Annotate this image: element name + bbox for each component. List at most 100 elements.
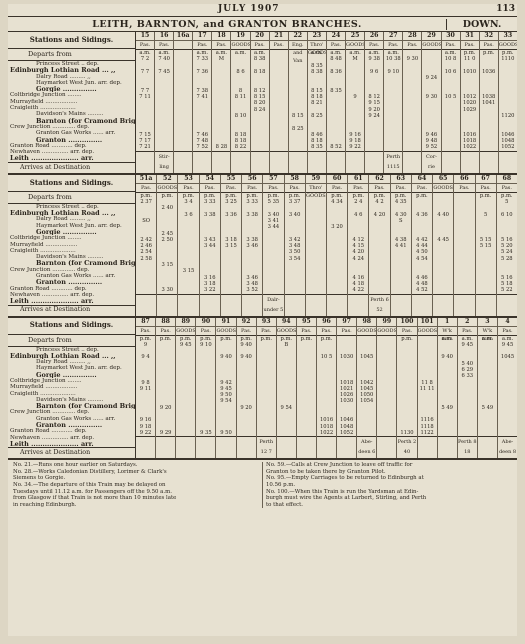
time-cell: p.m. <box>320 335 333 342</box>
train-kind: Pas. <box>497 327 517 336</box>
destination-cell <box>475 293 496 305</box>
station-name: Edinburgh Lothian Road ... ,, <box>10 67 116 74</box>
time-cell: M <box>352 56 358 63</box>
footnote-line: No. 28.—Works Caledonian Distillery, Lor… <box>13 468 167 475</box>
station-name: Coltbridge Junction ........ <box>10 377 82 384</box>
train-number: 32 <box>479 32 498 41</box>
time-cell: 4 54 <box>416 255 428 262</box>
train-number: 1 <box>437 318 457 327</box>
train-kind: Pas. <box>337 327 357 336</box>
page-number: 113 <box>496 4 515 14</box>
time-cell: p.m. <box>140 192 152 199</box>
destination-cell <box>220 293 242 305</box>
time-cell: 4 18 <box>352 280 365 287</box>
station-name: Haymarket West Jun. arr. dep. <box>36 222 122 229</box>
time-cell: 3 48 <box>288 243 301 250</box>
train-number: 3 <box>477 318 497 327</box>
time-cell: 7 52 <box>196 144 209 151</box>
station-name: Leith ..................... arr. <box>10 155 94 162</box>
train-column: 92 Pas. p.m. 9 40 9 40 9 20 <box>236 317 257 459</box>
train-number: 99 <box>377 318 397 327</box>
time-cell: 8 15 <box>292 112 304 119</box>
time-cell: 3 46 <box>246 243 258 250</box>
time-cell: 8 38 <box>253 56 266 63</box>
time-cell: 3 20 <box>331 224 343 231</box>
time-cell: 9 24 <box>425 75 438 82</box>
train-number: 29 <box>422 32 441 41</box>
page-header: JULY 1907 113 <box>8 4 517 16</box>
train-number: 27 <box>384 32 403 41</box>
train-column: 99 GOODS <box>377 317 398 459</box>
destination-cell <box>193 150 212 162</box>
time-cell: 1052 <box>340 429 354 436</box>
time-cell: 9 40 <box>240 341 252 348</box>
train-kind: GOODS <box>417 327 438 336</box>
train-kind: Pas. <box>199 184 220 193</box>
destination-cell: Perth 6 52 <box>369 293 390 313</box>
train-number: 24 <box>326 32 346 41</box>
station-name: Princess Street .. dep. <box>36 203 99 210</box>
train-kind: Pas. <box>479 41 498 50</box>
time-cell: 9 35 <box>200 429 212 436</box>
train-number: 30 <box>441 32 460 41</box>
station-name: Leith ..................... arr. <box>10 298 94 305</box>
time-cell: 10 6 <box>444 68 457 75</box>
time-cell: 1130 <box>400 429 414 436</box>
train-kind: GOODS <box>498 42 517 50</box>
stations-heading: Stations and Sidings. <box>8 318 135 335</box>
train-number: 63 <box>390 175 411 184</box>
time-cell: 5 49 <box>441 404 453 411</box>
time-cell: 5 20 <box>501 243 513 250</box>
train-kind: GOODS <box>346 42 366 50</box>
station-name: Gorgie ............... <box>36 228 97 236</box>
destination-cell: Stir-ling <box>155 150 174 170</box>
train-column: 91 GOODS p.m. 9 40 9 42 9 45 9 50 9 54 9 50 <box>216 317 237 459</box>
destination-cell <box>460 150 479 162</box>
time-cell: a.m. <box>158 50 170 56</box>
time-cell: a.m. <box>441 335 453 342</box>
time-cell: 1048 <box>501 138 515 145</box>
train-column: 30 Pas. a.m. 10 8 10 6 10 5 <box>441 32 461 173</box>
footnote-line: No. 100.—When this Train is run the Yard… <box>266 488 419 495</box>
station-name: Murrayfield .................. <box>10 241 78 248</box>
time-cell: 3 46 <box>246 274 258 281</box>
destination-cell <box>136 436 156 447</box>
destination-cell <box>199 293 220 305</box>
train-column: 54 Pas. p.m. 3 33 3 38 3 43 3 44 3 16 3 18 3 22 <box>199 174 221 316</box>
time-cell: 4 52 <box>416 287 428 294</box>
time-cell: 8 12 <box>368 94 380 101</box>
train-number: 17 <box>193 32 212 41</box>
train-number: 100 <box>397 318 417 327</box>
time-cell: 8 25 <box>292 125 304 132</box>
time-cell: 4 22 <box>352 287 365 294</box>
train-column: 23 Thro' GOODS a.m. 8 35 8 38 8 15 8 18 8 21 8 2… <box>307 32 327 173</box>
train-number: 62 <box>369 175 390 184</box>
time-cell: a.m. <box>461 335 473 342</box>
time-cell: 3 33 <box>203 199 216 206</box>
train-column: 21 Pas. <box>269 32 289 173</box>
station-name: Newhaven ............... arr. dep. <box>10 291 95 298</box>
time-cell: 2 4 <box>354 199 363 206</box>
train-kind: Pas. <box>316 327 337 336</box>
train-kind: GOODS <box>357 327 377 336</box>
time-cell: 4 40 <box>437 211 449 218</box>
time-cell: 11 0 <box>463 56 476 63</box>
train-number: 91 <box>216 318 236 327</box>
train-kind: Pas. <box>390 184 411 193</box>
time-cell: 2 54 <box>140 249 152 256</box>
destination-cell <box>377 436 397 447</box>
time-cell: 9 45 <box>461 341 474 348</box>
time-cell: p.m. <box>203 192 216 199</box>
time-cell: 4 20 <box>352 249 365 256</box>
train-kind: Pas. <box>212 41 231 50</box>
time-cell: 4 44 <box>416 243 428 250</box>
time-cell: 8 18 <box>234 138 247 145</box>
train-columns: 51a Pas. p.m. 2 37 SO 2 42 2 46 2 54 2 58 52 GOODS… <box>136 174 517 316</box>
time-cell: 7 17 <box>139 138 151 145</box>
station-name: Crew Junction ............. dep. <box>10 409 90 416</box>
train-kind: Pas. <box>348 184 369 193</box>
train-number: 15 <box>136 32 155 41</box>
time-cell: 9 45 <box>501 341 514 348</box>
